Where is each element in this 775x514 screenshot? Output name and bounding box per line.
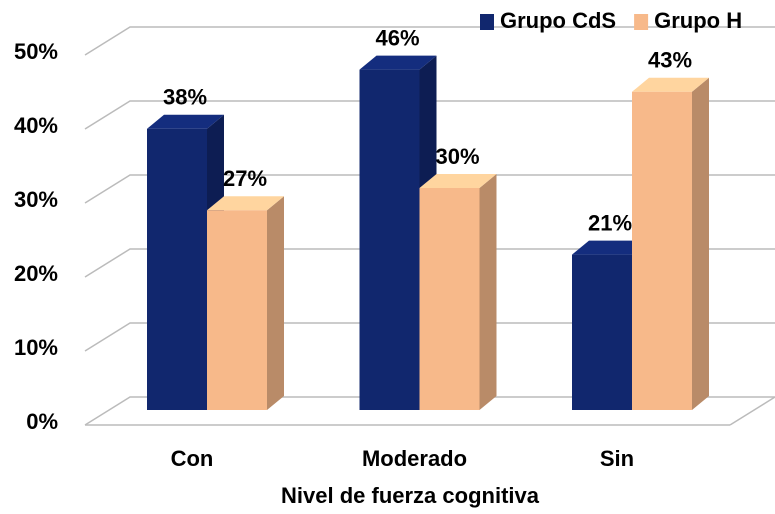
data-label: 27% <box>223 166 267 191</box>
data-label: 21% <box>588 210 632 235</box>
bar-front <box>632 91 692 411</box>
x-tick-label: Moderado <box>362 446 467 471</box>
legend-swatch <box>480 14 494 30</box>
bar <box>632 77 709 411</box>
bar-side <box>267 196 284 410</box>
x-tick-label: Con <box>171 446 214 471</box>
bar-top <box>632 77 709 92</box>
data-label: 43% <box>648 48 692 73</box>
bar-top <box>207 196 284 211</box>
grid-line <box>84 26 775 56</box>
bar <box>419 174 497 410</box>
y-tick-label: 40% <box>14 113 58 138</box>
legend-label: Grupo H <box>654 8 742 33</box>
bar-front <box>207 210 267 410</box>
bar-side <box>692 77 709 411</box>
bar-top <box>359 55 437 70</box>
data-label: 46% <box>375 25 419 50</box>
bar-side <box>479 174 497 410</box>
bar-top <box>419 174 497 188</box>
bar-front <box>419 188 480 410</box>
x-axis-title: Nivel de fuerza cognitiva <box>281 483 540 508</box>
grid-line <box>84 248 775 278</box>
data-label: 38% <box>163 85 207 110</box>
y-tick-label: 10% <box>14 335 58 360</box>
y-tick-label: 50% <box>14 39 58 64</box>
bar-top <box>572 240 649 255</box>
bar <box>207 196 284 410</box>
legend-label: Grupo CdS <box>500 8 616 33</box>
legend-swatch <box>634 14 649 30</box>
grid-line <box>84 100 775 130</box>
grid-line <box>84 396 775 426</box>
y-tick-label: 0% <box>26 409 58 434</box>
y-tick-label: 20% <box>14 261 58 286</box>
bar-front <box>147 128 207 411</box>
grid-line <box>84 322 775 352</box>
data-label: 30% <box>435 144 479 169</box>
floor-right <box>729 396 775 426</box>
y-tick-label: 30% <box>14 187 58 212</box>
x-tick-label: Sin <box>600 446 634 471</box>
grid-line <box>84 174 775 204</box>
bar-front <box>572 254 632 410</box>
bar-front <box>359 69 420 410</box>
bar-top <box>147 114 224 129</box>
